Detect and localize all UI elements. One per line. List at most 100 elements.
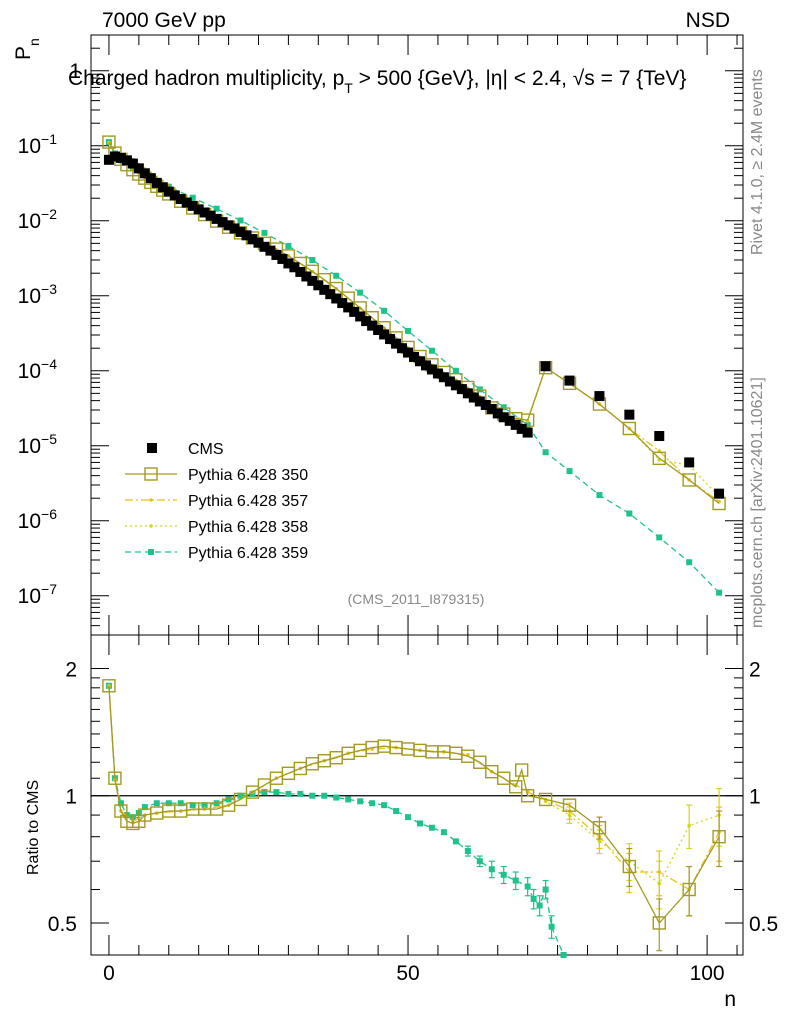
cms-point bbox=[331, 293, 342, 304]
point-p359 bbox=[500, 871, 507, 878]
point-p350 bbox=[102, 679, 116, 693]
point-p359 bbox=[716, 589, 723, 596]
cms-point bbox=[133, 163, 144, 174]
point-p359 bbox=[189, 194, 196, 201]
cms-point bbox=[337, 298, 348, 309]
cms-point bbox=[498, 412, 509, 423]
point-p359 bbox=[333, 272, 340, 279]
cms-point bbox=[379, 329, 390, 340]
point-p359 bbox=[117, 800, 124, 807]
point-p359 bbox=[345, 796, 352, 803]
main-y-tick-base: 10 bbox=[18, 135, 41, 158]
legend-marker-p350 bbox=[144, 467, 158, 481]
point-p359 bbox=[440, 829, 447, 836]
legend: CMS Pythia 6.428 350 Pythia 6.428 357 Pythi… bbox=[125, 441, 308, 562]
cms-point bbox=[486, 403, 497, 414]
point-p359 bbox=[153, 800, 160, 807]
ratio-y-tick-label-right: 2 bbox=[749, 658, 761, 681]
series-p359 bbox=[105, 682, 567, 958]
ratio-y-axis-label: Ratio to CMS bbox=[25, 780, 42, 875]
point-p350 bbox=[622, 421, 637, 436]
legend-marker-p357 bbox=[149, 498, 153, 502]
cms-point bbox=[271, 249, 282, 260]
point-p359 bbox=[381, 307, 388, 314]
main-y-tick-label: 10−2 bbox=[18, 206, 58, 233]
sqrt-symbol: √ bbox=[573, 67, 585, 90]
point-p350 bbox=[682, 882, 696, 897]
point-p359 bbox=[213, 205, 220, 212]
point-p359 bbox=[500, 404, 507, 411]
series-line-p350 bbox=[108, 685, 720, 925]
point-p359 bbox=[285, 790, 292, 797]
point-p359 bbox=[405, 327, 412, 334]
main-y-ticks: 10−710−610−510−410−310−210−11 bbox=[18, 34, 743, 636]
chart-title-pt-sub: T bbox=[344, 80, 353, 96]
point-p359 bbox=[428, 347, 435, 354]
point-p358 bbox=[687, 823, 691, 828]
mcplots-label: mcplots.cern.ch [arXiv:2401.10621] bbox=[749, 377, 766, 628]
point-p350 bbox=[520, 789, 535, 803]
event-type-label: NSD bbox=[686, 9, 730, 32]
x-tick-label: 0 bbox=[103, 962, 115, 985]
point-p359 bbox=[309, 257, 316, 263]
cms-point bbox=[115, 152, 126, 163]
ratio-panel: 0.5 0.5 1 1 2 2 0 50 100 Ratio to CMS n bbox=[25, 634, 778, 1011]
point-p359 bbox=[237, 792, 244, 799]
point-p350 bbox=[712, 829, 726, 844]
legend-label-p350: Pythia 6.428 350 bbox=[188, 467, 308, 484]
cms-point bbox=[684, 457, 695, 468]
point-p359 bbox=[177, 800, 184, 807]
analysis-reference: (CMS_2011_I879315) bbox=[348, 591, 485, 607]
legend-label-p357: Pythia 6.428 357 bbox=[188, 493, 308, 510]
point-p359 bbox=[542, 449, 549, 456]
main-y-tick-exponent: −2 bbox=[41, 206, 57, 222]
cms-point bbox=[438, 372, 449, 383]
ratio-y-tick-label: 1 bbox=[65, 786, 77, 809]
point-p350 bbox=[682, 473, 696, 487]
legend-item-p357: Pythia 6.428 357 bbox=[125, 493, 308, 510]
point-p359 bbox=[524, 883, 531, 890]
energy-label: 7000 GeV pp bbox=[102, 9, 226, 32]
main-y-tick-label: 10−1 bbox=[18, 131, 58, 158]
legend-label-cms: CMS bbox=[188, 441, 224, 458]
cms-point bbox=[480, 399, 491, 410]
legend-marker-cms bbox=[147, 443, 157, 453]
legend-item-p358: Pythia 6.428 358 bbox=[125, 519, 308, 536]
cms-point bbox=[714, 488, 725, 499]
main-y-tick-base: 10 bbox=[18, 585, 41, 608]
point-p359 bbox=[309, 792, 316, 799]
main-y-tick-exponent: −1 bbox=[41, 131, 57, 147]
point-p359 bbox=[626, 510, 633, 517]
main-y-tick-label: 10−5 bbox=[18, 431, 58, 458]
cms-point bbox=[456, 384, 467, 395]
point-p359 bbox=[464, 848, 471, 855]
point-p359 bbox=[141, 804, 148, 811]
chart-title: Charged hadron multiplicity, pT > 500 {G… bbox=[68, 67, 686, 96]
legend-item-p350: Pythia 6.428 350 bbox=[125, 467, 308, 484]
point-p359 bbox=[273, 789, 280, 796]
point-p359 bbox=[393, 808, 400, 815]
point-p359 bbox=[542, 886, 549, 893]
main-y-tick-exponent: −7 bbox=[41, 581, 57, 597]
legend-label-p359: Pythia 6.428 359 bbox=[188, 545, 308, 562]
cms-point bbox=[205, 210, 216, 221]
point-p350 bbox=[520, 413, 535, 427]
cms-point bbox=[121, 155, 132, 166]
cms-point bbox=[157, 182, 168, 193]
cms-point bbox=[462, 388, 473, 399]
point-p350 bbox=[473, 755, 487, 769]
point-p359 bbox=[261, 229, 268, 236]
ratio-y-tick-label-right: 1 bbox=[749, 786, 761, 809]
x-axis-label: n bbox=[724, 988, 736, 1011]
point-p350 bbox=[622, 859, 637, 874]
chart-title-part2: > 500 {GeV}, |η| < 2.4, bbox=[353, 67, 573, 90]
cms-point bbox=[349, 306, 360, 317]
point-p359 bbox=[548, 923, 555, 930]
cms-point bbox=[235, 226, 246, 237]
point-p350 bbox=[245, 785, 260, 799]
point-p350 bbox=[508, 780, 523, 794]
cms-point bbox=[391, 338, 402, 349]
point-p359 bbox=[686, 559, 693, 566]
legend-label-p358: Pythia 6.428 358 bbox=[188, 519, 308, 536]
point-p350 bbox=[538, 792, 553, 807]
